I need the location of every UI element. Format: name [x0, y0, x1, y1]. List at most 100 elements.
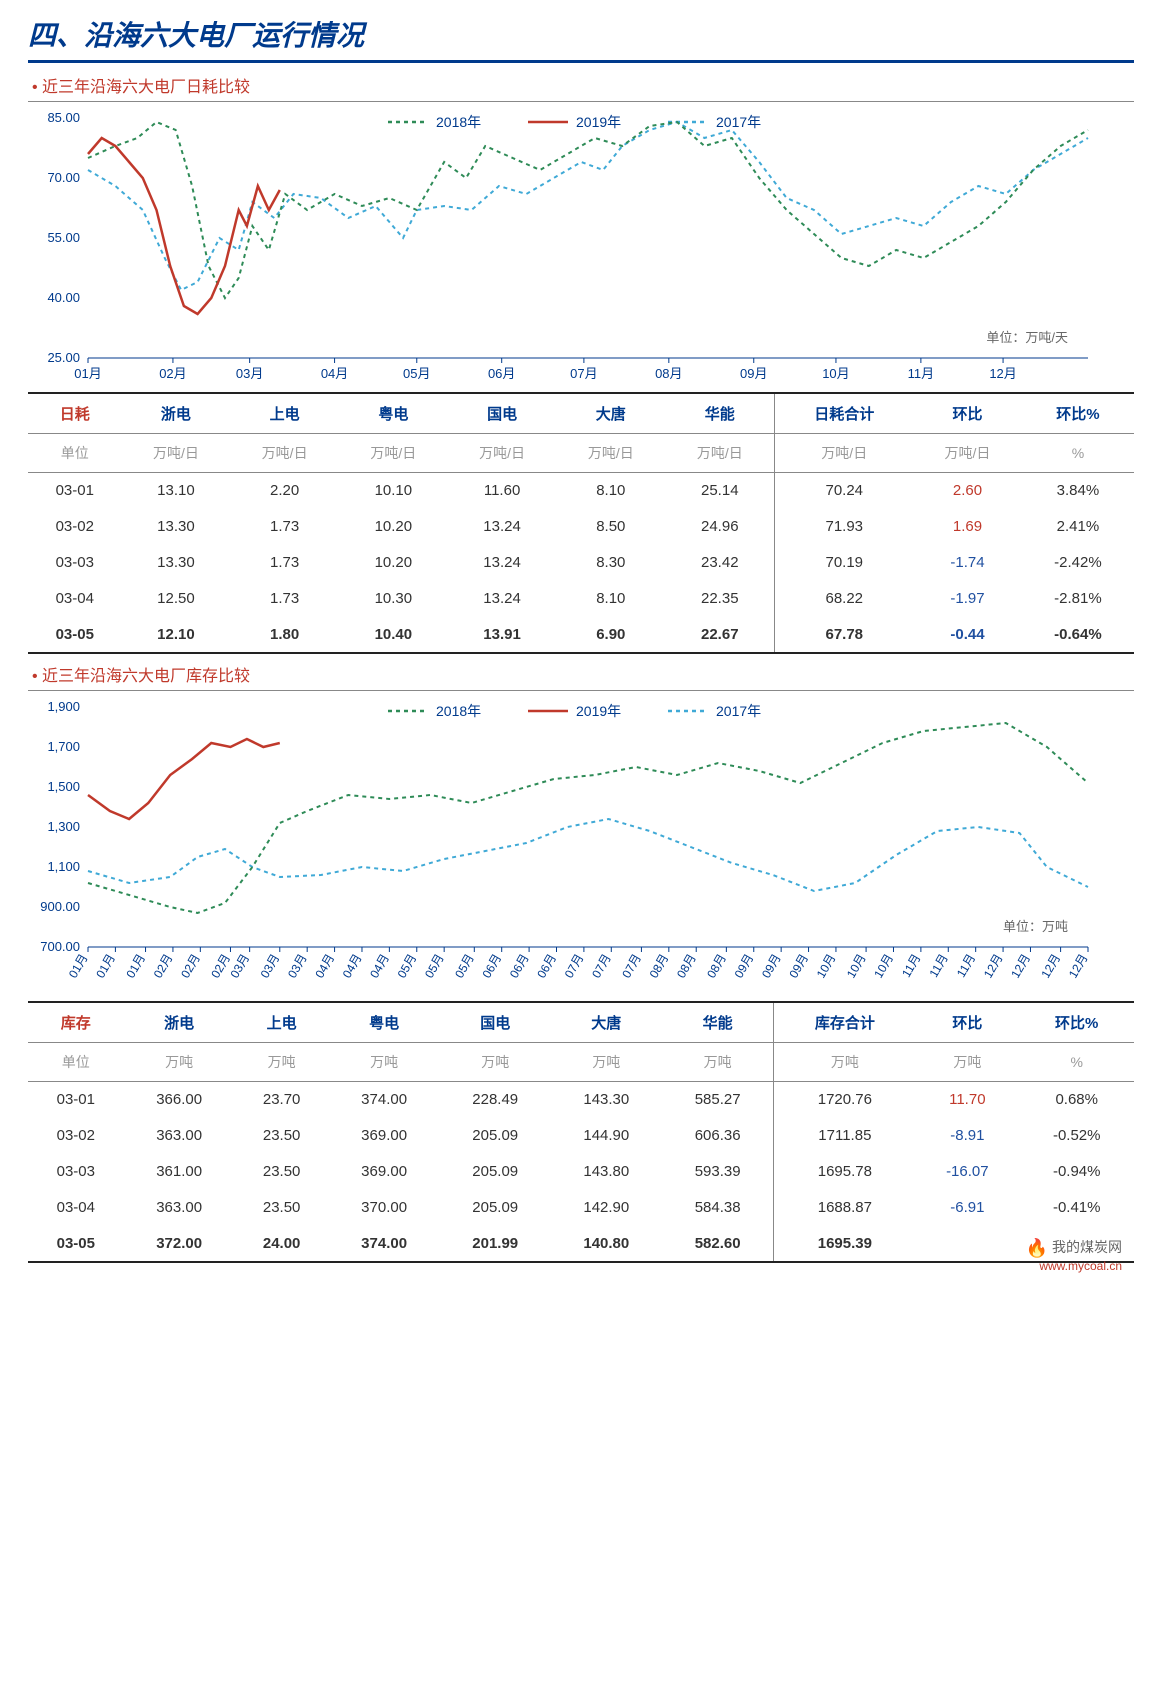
data-cell: 1711.85 [774, 1118, 915, 1154]
data-cell: 369.00 [329, 1118, 440, 1154]
col-header: 库存 [28, 1002, 124, 1043]
svg-text:02月: 02月 [151, 952, 176, 981]
col-unit: 万吨/日 [913, 434, 1022, 473]
data-cell: 144.90 [551, 1118, 662, 1154]
data-cell: -8.91 [915, 1118, 1019, 1154]
svg-text:04月: 04月 [312, 952, 337, 981]
svg-text:06月: 06月 [479, 952, 504, 981]
data-cell: 585.27 [662, 1082, 774, 1118]
data-cell: -0.44 [913, 617, 1022, 654]
col-unit: 万吨/日 [775, 434, 913, 473]
svg-text:03月: 03月 [236, 366, 263, 381]
svg-text:2019年: 2019年 [576, 703, 621, 719]
date-cell: 03-03 [28, 1154, 124, 1190]
data-cell: 143.80 [551, 1154, 662, 1190]
svg-text:10月: 10月 [871, 952, 896, 981]
svg-text:10月: 10月 [844, 952, 869, 981]
date-cell: 03-04 [28, 581, 122, 617]
col-header: 浙电 [122, 393, 231, 434]
svg-text:单位：万吨/天: 单位：万吨/天 [986, 330, 1068, 345]
data-cell: 2.41% [1022, 509, 1134, 545]
section1-subtitle: 近三年沿海六大电厂日耗比较 [32, 73, 1134, 97]
svg-text:900.00: 900.00 [40, 899, 80, 914]
date-cell: 03-04 [28, 1190, 124, 1226]
data-cell: -0.52% [1019, 1118, 1134, 1154]
data-cell: 205.09 [440, 1154, 551, 1190]
chart-inventory: 700.00900.001,1001,3001,5001,7001,90001月… [28, 697, 1134, 997]
col-header: 日耗 [28, 393, 122, 434]
data-cell: 25.14 [665, 473, 775, 509]
svg-text:2019年: 2019年 [576, 114, 621, 130]
svg-text:11月: 11月 [908, 366, 935, 381]
col-header: 粤电 [339, 393, 448, 434]
svg-text:06月: 06月 [507, 952, 532, 981]
data-cell: 584.38 [662, 1190, 774, 1226]
col-header: 环比 [913, 393, 1022, 434]
data-cell: 10.40 [339, 617, 448, 654]
col-header: 国电 [440, 1002, 551, 1043]
svg-text:2018年: 2018年 [436, 703, 481, 719]
svg-text:09月: 09月 [740, 366, 767, 381]
date-cell: 03-02 [28, 1118, 124, 1154]
svg-text:08月: 08月 [704, 952, 729, 981]
svg-text:06月: 06月 [534, 952, 559, 981]
svg-text:40.00: 40.00 [47, 290, 80, 305]
data-cell: 70.24 [775, 473, 913, 509]
svg-text:2017年: 2017年 [716, 114, 761, 130]
svg-text:09月: 09月 [759, 952, 784, 981]
col-header: 环比% [1019, 1002, 1134, 1043]
svg-text:11月: 11月 [927, 952, 951, 980]
data-cell: 10.20 [339, 545, 448, 581]
svg-text:2018年: 2018年 [436, 114, 481, 130]
col-unit: 万吨 [124, 1043, 235, 1082]
svg-text:04月: 04月 [321, 366, 348, 381]
data-cell: 13.91 [448, 617, 557, 654]
col-unit: 万吨 [329, 1043, 440, 1082]
data-cell: 24.96 [665, 509, 775, 545]
data-cell: 1.73 [230, 509, 339, 545]
col-unit: 万吨 [440, 1043, 551, 1082]
svg-text:01月: 01月 [93, 952, 118, 981]
data-cell: 23.42 [665, 545, 775, 581]
col-unit: 单位 [28, 1043, 124, 1082]
section2-subtitle: 近三年沿海六大电厂库存比较 [32, 662, 1134, 686]
data-cell: 205.09 [440, 1190, 551, 1226]
col-header: 浙电 [124, 1002, 235, 1043]
svg-text:25.00: 25.00 [47, 350, 80, 365]
col-unit: 单位 [28, 434, 122, 473]
svg-text:01月: 01月 [123, 952, 148, 981]
data-cell: 228.49 [440, 1082, 551, 1118]
data-cell: 369.00 [329, 1154, 440, 1190]
data-cell: 1695.78 [774, 1154, 915, 1190]
table-row: 03-0512.101.8010.4013.916.9022.6767.78-0… [28, 617, 1134, 654]
col-unit: 万吨/日 [339, 434, 448, 473]
svg-text:02月: 02月 [159, 366, 186, 381]
data-cell: 8.30 [556, 545, 665, 581]
col-header: 环比 [915, 1002, 1019, 1043]
date-cell: 03-01 [28, 1082, 124, 1118]
svg-text:05月: 05月 [422, 952, 447, 981]
table-row: 03-03361.0023.50369.00205.09143.80593.39… [28, 1154, 1134, 1190]
svg-text:09月: 09月 [732, 952, 757, 981]
chart-daily: 25.0040.0055.0070.0085.0001月02月03月04月05月… [28, 108, 1134, 388]
divider [28, 101, 1134, 102]
svg-text:05月: 05月 [395, 952, 420, 981]
data-cell: -2.42% [1022, 545, 1134, 581]
data-cell: 1.69 [913, 509, 1022, 545]
data-cell: 11.70 [915, 1082, 1019, 1118]
data-cell: 1688.87 [774, 1190, 915, 1226]
table-row: 03-0313.301.7310.2013.248.3023.4270.19-1… [28, 545, 1134, 581]
data-cell: 13.24 [448, 545, 557, 581]
data-cell: 13.30 [122, 545, 231, 581]
data-cell: 8.10 [556, 473, 665, 509]
data-cell: 363.00 [124, 1190, 235, 1226]
svg-text:12月: 12月 [1038, 952, 1063, 981]
col-header: 国电 [448, 393, 557, 434]
data-cell: 13.24 [448, 509, 557, 545]
data-cell: 142.90 [551, 1190, 662, 1226]
data-cell: 366.00 [124, 1082, 235, 1118]
data-cell: 1.73 [230, 545, 339, 581]
table-row: 03-0213.301.7310.2013.248.5024.9671.931.… [28, 509, 1134, 545]
data-cell: 13.24 [448, 581, 557, 617]
data-cell: 3.84% [1022, 473, 1134, 509]
